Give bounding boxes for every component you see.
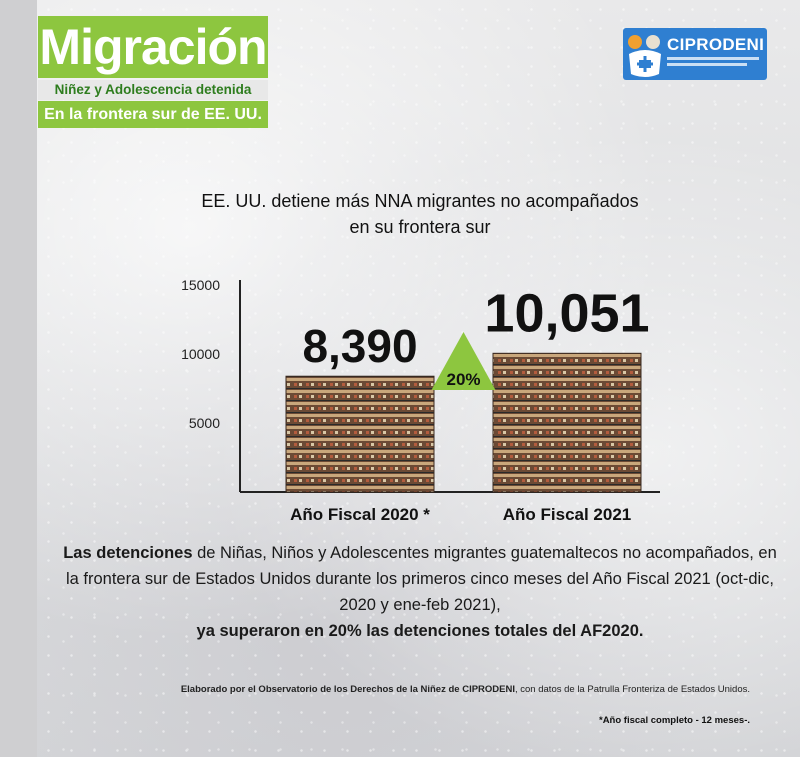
headline-line-2: en su frontera sur (349, 217, 491, 237)
logo-name: CIPRODENI (667, 35, 765, 54)
ciprodeni-logo: CIPRODENI (623, 28, 767, 80)
growth-triangle-icon (431, 332, 496, 390)
logo-tagline-lines (667, 57, 763, 73)
description-text-1: de Niñas, Niños y Adolescentes migrantes… (65, 544, 777, 614)
x-tick-label: Año Fiscal 2021 (503, 505, 632, 524)
y-tick-label: 15000 (181, 277, 220, 293)
bar (492, 352, 642, 493)
footnote: *Año fiscal completo - 12 meses-. (599, 715, 750, 726)
bar-data-label: 8,390 (302, 320, 417, 372)
poster-subtitle-2: En la frontera sur de EE. UU. (38, 101, 268, 128)
description-bold-1: Las detenciones (63, 544, 193, 562)
growth-annotation-label: 20% (446, 370, 480, 389)
poster-subtitle-1: Niñez y Adolescencia detenida (38, 80, 268, 100)
left-margin-strip (0, 0, 37, 757)
y-tick-label: 10000 (181, 346, 220, 362)
bar-chart: 5000 10000 15000 8,390 Año Fiscal 2020 * 10,0… (160, 270, 680, 530)
credit-line: Elaborado por el Observatorio de los Der… (170, 683, 750, 697)
bar-data-label: 10,051 (484, 283, 649, 343)
poster-title: Migración (38, 16, 268, 78)
x-tick-label: Año Fiscal 2020 * (290, 505, 430, 524)
headline-line-1: EE. UU. detiene más NNA migrantes no aco… (201, 191, 639, 211)
chart-headline: EE. UU. detiene más NNA migrantes no aco… (120, 188, 720, 240)
bar (285, 375, 435, 493)
bar-chart-svg: 5000 10000 15000 8,390 Año Fiscal 2020 * 10,0… (181, 277, 660, 524)
description-bold-2: ya superaron en 20% las detenciones tota… (196, 622, 644, 640)
y-tick-label: 5000 (189, 415, 220, 431)
credit-bold: Elaborado por el Observatorio de los Der… (180, 684, 515, 695)
credit-text: , con datos de la Patrulla Fronteriza de… (515, 684, 750, 695)
family-logo-icon (628, 35, 661, 77)
chart-description: Las detenciones de Niñas, Niños y Adoles… (60, 540, 780, 644)
